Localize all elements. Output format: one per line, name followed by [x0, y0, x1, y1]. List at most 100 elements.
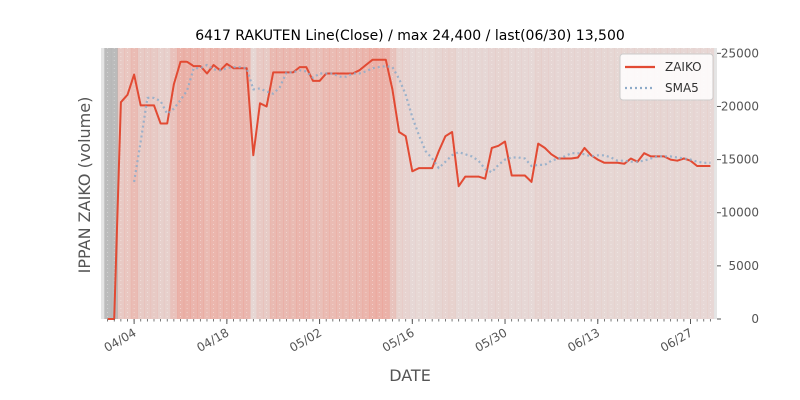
day-band	[614, 48, 622, 319]
day-band	[382, 48, 390, 319]
day-band	[309, 48, 317, 319]
day-band	[508, 48, 516, 319]
day-band	[468, 48, 476, 319]
day-band	[501, 48, 509, 319]
day-band	[415, 48, 423, 319]
day-band	[130, 48, 138, 319]
day-band	[104, 48, 112, 319]
day-band	[435, 48, 443, 319]
day-band	[243, 48, 251, 319]
day-band	[707, 48, 715, 319]
day-band	[342, 48, 350, 319]
day-band	[587, 48, 595, 319]
y-tick-label: 15000	[721, 153, 759, 167]
day-band	[230, 48, 238, 319]
day-band	[144, 48, 152, 319]
day-band	[528, 48, 536, 319]
day-band	[594, 48, 602, 319]
x-tick-label: 05/30	[473, 325, 510, 354]
day-band	[402, 48, 410, 319]
x-tick-label: 04/18	[194, 325, 231, 354]
day-band	[554, 48, 562, 319]
day-band	[534, 48, 542, 319]
day-band	[296, 48, 304, 319]
day-band	[157, 48, 165, 319]
day-band	[269, 48, 277, 319]
day-band	[203, 48, 211, 319]
day-band	[693, 48, 701, 319]
day-band	[150, 48, 158, 319]
x-tick-label: 04/04	[102, 325, 139, 354]
day-band	[124, 48, 132, 319]
x-tick-label: 06/13	[565, 325, 602, 354]
series-line-zaiko	[107, 58, 711, 320]
day-band	[673, 48, 681, 319]
day-band	[700, 48, 708, 319]
legend-label-sma5: SMA5	[665, 81, 699, 95]
y-axis-label: IPPAN ZAIKO (volume)	[75, 97, 94, 274]
legend: ZAIKO SMA5	[619, 53, 714, 101]
day-band	[117, 48, 125, 319]
day-band	[687, 48, 695, 319]
chart-title: 6417 RAKUTEN Line(Close) / max 24,400 / …	[195, 28, 625, 44]
day-band	[163, 48, 171, 319]
day-band	[316, 48, 324, 319]
day-band	[216, 48, 224, 319]
legend-label-zaiko: ZAIKO	[665, 60, 702, 74]
day-band	[561, 48, 569, 319]
day-band	[322, 48, 330, 319]
y-tick-label: 10000	[721, 206, 759, 220]
day-band	[627, 48, 635, 319]
day-band	[263, 48, 271, 319]
day-band	[329, 48, 337, 319]
day-band	[495, 48, 503, 319]
day-band	[349, 48, 357, 319]
day-band	[170, 48, 178, 319]
day-band	[488, 48, 496, 319]
day-band	[680, 48, 688, 319]
series-line-sma5	[133, 63, 711, 183]
day-band	[548, 48, 556, 319]
day-band	[409, 48, 417, 319]
day-band	[541, 48, 549, 319]
day-band	[190, 48, 198, 319]
day-band	[620, 48, 628, 319]
day-band	[574, 48, 582, 319]
day-band	[428, 48, 436, 319]
day-band	[475, 48, 483, 319]
day-band	[336, 48, 344, 319]
day-band	[567, 48, 575, 319]
x-tick-label: 06/27	[658, 325, 695, 354]
day-band	[461, 48, 470, 319]
day-band	[250, 48, 258, 319]
day-band	[276, 48, 284, 319]
day-band	[389, 48, 397, 319]
y-tick-label: 0	[751, 312, 759, 326]
day-band	[283, 48, 291, 319]
series	[107, 58, 711, 320]
day-band	[647, 48, 655, 319]
day-band	[640, 48, 648, 319]
day-band	[601, 48, 609, 319]
day-band	[303, 48, 311, 319]
day-band	[110, 48, 118, 319]
x-tick-label: 05/16	[380, 325, 417, 354]
y-tick-label: 5000	[728, 259, 759, 273]
day-band	[375, 48, 383, 319]
day-band	[362, 48, 370, 319]
day-band	[442, 48, 450, 319]
legend-box	[619, 53, 714, 101]
day-band	[581, 48, 589, 319]
x-tick-label: 05/02	[287, 325, 324, 354]
day-band	[422, 48, 430, 319]
day-band	[607, 48, 615, 319]
y-tick-label: 20000	[721, 99, 759, 113]
day-band	[197, 48, 205, 319]
y-tick-label: 25000	[721, 46, 759, 60]
x-axis-label: DATE	[389, 366, 431, 385]
plot-background	[101, 48, 717, 319]
day-band	[660, 48, 668, 319]
day-band	[667, 48, 675, 319]
